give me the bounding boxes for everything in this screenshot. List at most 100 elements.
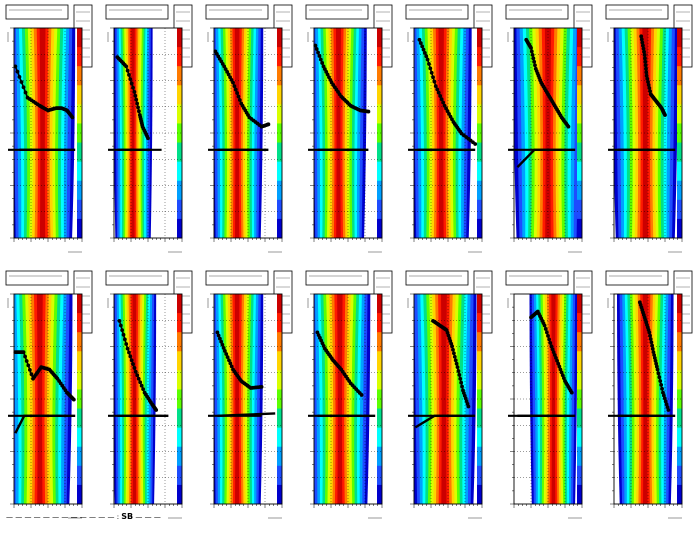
- profile-point: [216, 333, 221, 338]
- color-scale-cell: [377, 142, 382, 163]
- color-scale-cell: [277, 123, 282, 144]
- color-scale-cell: [577, 66, 582, 86]
- color-scale-cell: [477, 161, 482, 182]
- color-scale-cell: [677, 66, 682, 86]
- color-scale-cell: [377, 484, 382, 505]
- color-scale-cell: [477, 484, 482, 505]
- color-scale-cell: [377, 180, 382, 201]
- color-scale-cell: [177, 104, 182, 124]
- profile-point: [435, 87, 440, 92]
- color-scale-cell: [677, 465, 682, 486]
- profile-point: [655, 367, 660, 372]
- profile-point: [652, 356, 657, 360]
- profile-point: [663, 113, 667, 117]
- panel-0-4: [405, 4, 493, 253]
- profile-point: [648, 337, 653, 341]
- profile-point: [133, 369, 138, 374]
- color-scale-cell: [277, 199, 282, 220]
- color-scale-cell: [477, 47, 482, 67]
- panel-title-box: [5, 4, 69, 20]
- profile-point: [643, 59, 648, 64]
- panel-1-3: [305, 270, 393, 519]
- color-scale-cell: [77, 180, 82, 201]
- color-scale-cell: [177, 28, 182, 48]
- color-scale-cell: [377, 446, 382, 467]
- color-scale-cell: [177, 427, 182, 448]
- profile-point: [641, 43, 645, 48]
- panel-1-5: [505, 270, 593, 519]
- color-scale-cell: [77, 313, 82, 333]
- profile-point: [136, 105, 140, 110]
- panel-title-box: [5, 270, 69, 286]
- profile-point: [127, 350, 131, 355]
- profile-point: [441, 100, 446, 105]
- color-scale-cell: [677, 446, 682, 467]
- profile-point: [648, 89, 652, 94]
- profile-point: [431, 75, 435, 80]
- color-scale-cell: [477, 218, 482, 239]
- color-scale-cell: [177, 218, 182, 239]
- color-scale-cell: [177, 161, 182, 182]
- profile-point: [643, 56, 647, 61]
- color-scale-cell: [577, 427, 582, 448]
- profile-point: [429, 70, 434, 75]
- profile-point: [432, 79, 437, 84]
- color-scale-cell: [77, 427, 82, 448]
- profile-point: [26, 363, 31, 368]
- color-scale-cell: [177, 85, 182, 105]
- profile-point: [128, 77, 133, 82]
- color-scale-cell: [177, 66, 182, 86]
- profile-point: [317, 54, 322, 58]
- profile-point: [458, 376, 463, 381]
- profile-point: [546, 333, 550, 338]
- color-scale-cell: [177, 180, 182, 201]
- profile-point: [217, 336, 222, 341]
- profile-point: [421, 47, 426, 52]
- profile-point: [314, 47, 319, 51]
- color-scale-cell: [577, 484, 582, 505]
- profile-point: [23, 354, 28, 359]
- profile-point: [215, 330, 220, 335]
- panel-1-4: [405, 270, 493, 519]
- color-scale-cell: [77, 104, 82, 124]
- color-scale-cell: [377, 66, 382, 86]
- panel-1-6: [605, 270, 693, 519]
- color-scale-cell: [277, 47, 282, 67]
- profile-point: [557, 364, 562, 369]
- panel-1-0: [5, 270, 93, 519]
- color-scale-cell: [77, 199, 82, 220]
- color-scale-cell: [677, 389, 682, 410]
- profile-point: [235, 91, 240, 95]
- profile-point: [644, 73, 649, 78]
- color-scale-cell: [177, 389, 182, 410]
- panel-title-box: [405, 270, 469, 286]
- color-scale-cell: [177, 313, 182, 333]
- profile-point: [29, 372, 34, 377]
- color-scale-cell: [577, 446, 582, 467]
- profile-point: [658, 379, 663, 383]
- panel-title-box: [405, 4, 469, 20]
- profile-point: [646, 79, 650, 84]
- profile-point: [417, 37, 422, 42]
- color-scale-cell: [77, 332, 82, 352]
- color-scale-cell: [577, 104, 582, 124]
- profile-point: [645, 76, 650, 81]
- color-scale-cell: [577, 465, 582, 486]
- color-scale-cell: [77, 47, 82, 67]
- color-scale-cell: [77, 294, 82, 314]
- profile-point: [146, 136, 150, 141]
- color-scale-cell: [277, 465, 282, 486]
- color-scale-cell: [77, 123, 82, 144]
- profile-point: [229, 364, 234, 369]
- profile-point: [71, 397, 76, 402]
- profile-point: [124, 64, 129, 69]
- profile-point: [651, 350, 656, 355]
- profile-point: [316, 50, 320, 55]
- color-scale-cell: [77, 351, 82, 371]
- profile-point: [551, 350, 556, 355]
- profile-point: [662, 396, 667, 401]
- profile-point: [228, 361, 233, 366]
- color-scale-cell: [477, 294, 482, 314]
- profile-point: [135, 101, 140, 106]
- profile-point: [648, 333, 652, 338]
